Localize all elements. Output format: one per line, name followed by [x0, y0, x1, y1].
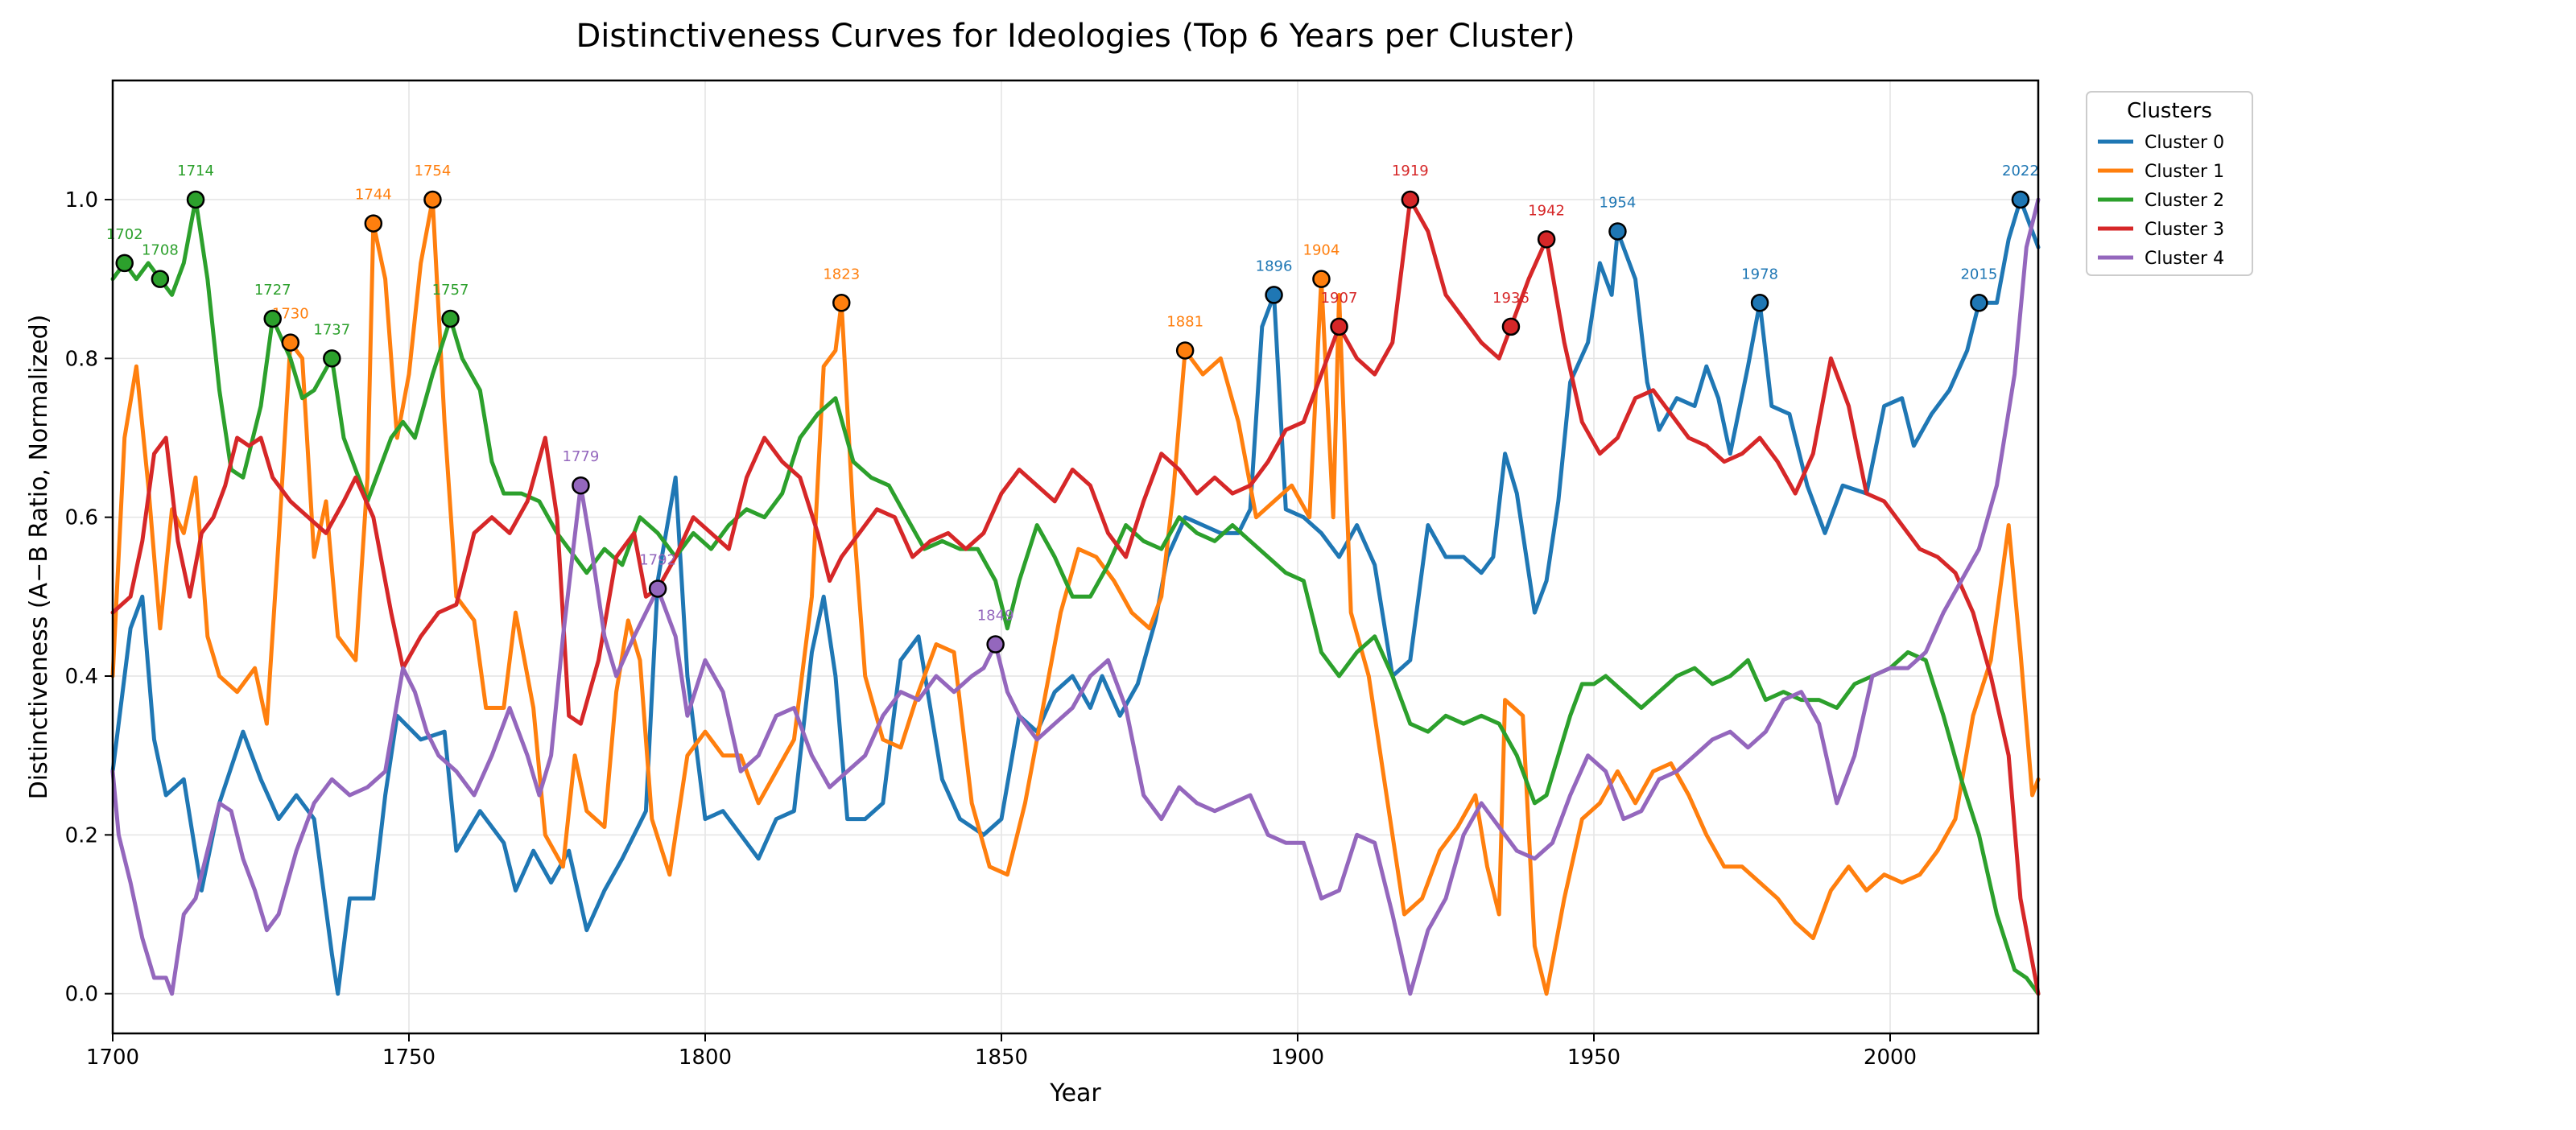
highlight-marker [441, 309, 460, 328]
highlight-label: 2015 [1960, 266, 1997, 282]
highlight-marker [115, 254, 134, 273]
x-tick-label: 1800 [679, 1045, 732, 1070]
x-tick-label: 1700 [86, 1045, 139, 1070]
y-tick-label: 1.0 [65, 188, 98, 212]
y-axis-label: Distinctiveness (A−B Ratio, Normalized) [25, 315, 53, 800]
highlight-marker [1312, 270, 1331, 288]
highlight-label: 1896 [1256, 258, 1293, 274]
highlight-marker [1537, 230, 1556, 249]
highlight-label: 1779 [563, 448, 600, 465]
highlight-label: 1737 [313, 321, 350, 338]
highlight-marker [572, 476, 590, 495]
series-line-cluster-3 [110, 197, 2041, 996]
highlight-label: 1744 [355, 187, 392, 204]
legend-label-cluster-2: Cluster 2 [2145, 191, 2224, 211]
highlight-marker [1970, 294, 1988, 312]
highlight-marker [1608, 222, 1627, 241]
legend-label-cluster-1: Cluster 1 [2145, 162, 2224, 182]
highlight-marker [1501, 317, 1521, 336]
x-tick-label: 2000 [1864, 1045, 1917, 1070]
highlight-marker [986, 635, 1005, 654]
highlight-marker [263, 309, 282, 328]
highlight-label: 1708 [142, 242, 179, 259]
axes: 1700 1750 1800 1850 1900 1950 2000 0.0 0.2 0.4 0.6… [65, 79, 2040, 1070]
highlight-marker [281, 333, 300, 352]
highlight-marker [151, 270, 170, 288]
highlight-label: 1907 [1321, 290, 1358, 307]
highlight-label: 1792 [639, 551, 676, 568]
y-tick-label: 0.4 [65, 665, 98, 689]
y-tick-label: 0.2 [65, 823, 98, 848]
legend-label-cluster-4: Cluster 4 [2145, 249, 2224, 269]
highlight-label: 1754 [415, 163, 452, 179]
highlight-marker [186, 190, 205, 209]
chart-title: Distinctiveness Curves for Ideologies (T… [576, 18, 1575, 55]
highlight-label: 1702 [106, 226, 143, 243]
highlight-label: 1954 [1600, 194, 1637, 211]
highlight-label: 1823 [823, 266, 860, 282]
x-tick-label: 1950 [1567, 1045, 1620, 1070]
legend-label-cluster-3: Cluster 3 [2145, 220, 2224, 240]
highlight-label: 1849 [977, 608, 1014, 625]
grid-layer [112, 80, 2038, 1033]
plot-frame [111, 79, 2040, 1035]
highlight-label: 1936 [1492, 290, 1530, 307]
x-tick-label: 1900 [1271, 1045, 1324, 1070]
legend-title: Clusters [2127, 99, 2212, 123]
highlight-label: 1978 [1741, 266, 1778, 282]
legend-entries: Cluster 0 Cluster 1 Cluster 2 Cluster 3 Clus… [2098, 133, 2224, 269]
series-line-cluster-1 [110, 197, 2041, 996]
highlight-label: 2022 [2002, 163, 2039, 179]
highlight-label: 1904 [1303, 242, 1340, 259]
highlight-marker [1330, 317, 1348, 336]
x-tick-label: 1750 [382, 1045, 436, 1070]
highlight-label: 1757 [432, 282, 469, 299]
highlight-label: 1881 [1166, 313, 1203, 330]
highlight-label: 1714 [177, 163, 214, 179]
x-axis-label: Year [1049, 1079, 1101, 1107]
highlight-marker [2011, 190, 2030, 209]
highlight-marker [1265, 286, 1283, 304]
highlight-marker [423, 190, 442, 209]
highlight-marker [832, 294, 851, 312]
highlight-label: 1942 [1528, 202, 1565, 219]
x-tick-label: 1850 [975, 1045, 1028, 1070]
highlight-marker [1175, 341, 1195, 360]
highlight-marker [648, 579, 667, 598]
highlight-marker [1750, 294, 1769, 312]
highlight-marker [1401, 190, 1420, 209]
highlight-label: 1727 [254, 282, 291, 299]
legend-label-cluster-0: Cluster 0 [2145, 133, 2224, 153]
y-tick-label: 0.0 [65, 983, 98, 1007]
y-tick-label: 0.6 [65, 506, 98, 530]
highlight-label: 1919 [1392, 163, 1429, 179]
series-line-cluster-0 [110, 197, 2041, 996]
highlight-marker [364, 214, 383, 233]
y-tick-label: 0.8 [65, 347, 98, 371]
highlight-marker [323, 349, 341, 368]
